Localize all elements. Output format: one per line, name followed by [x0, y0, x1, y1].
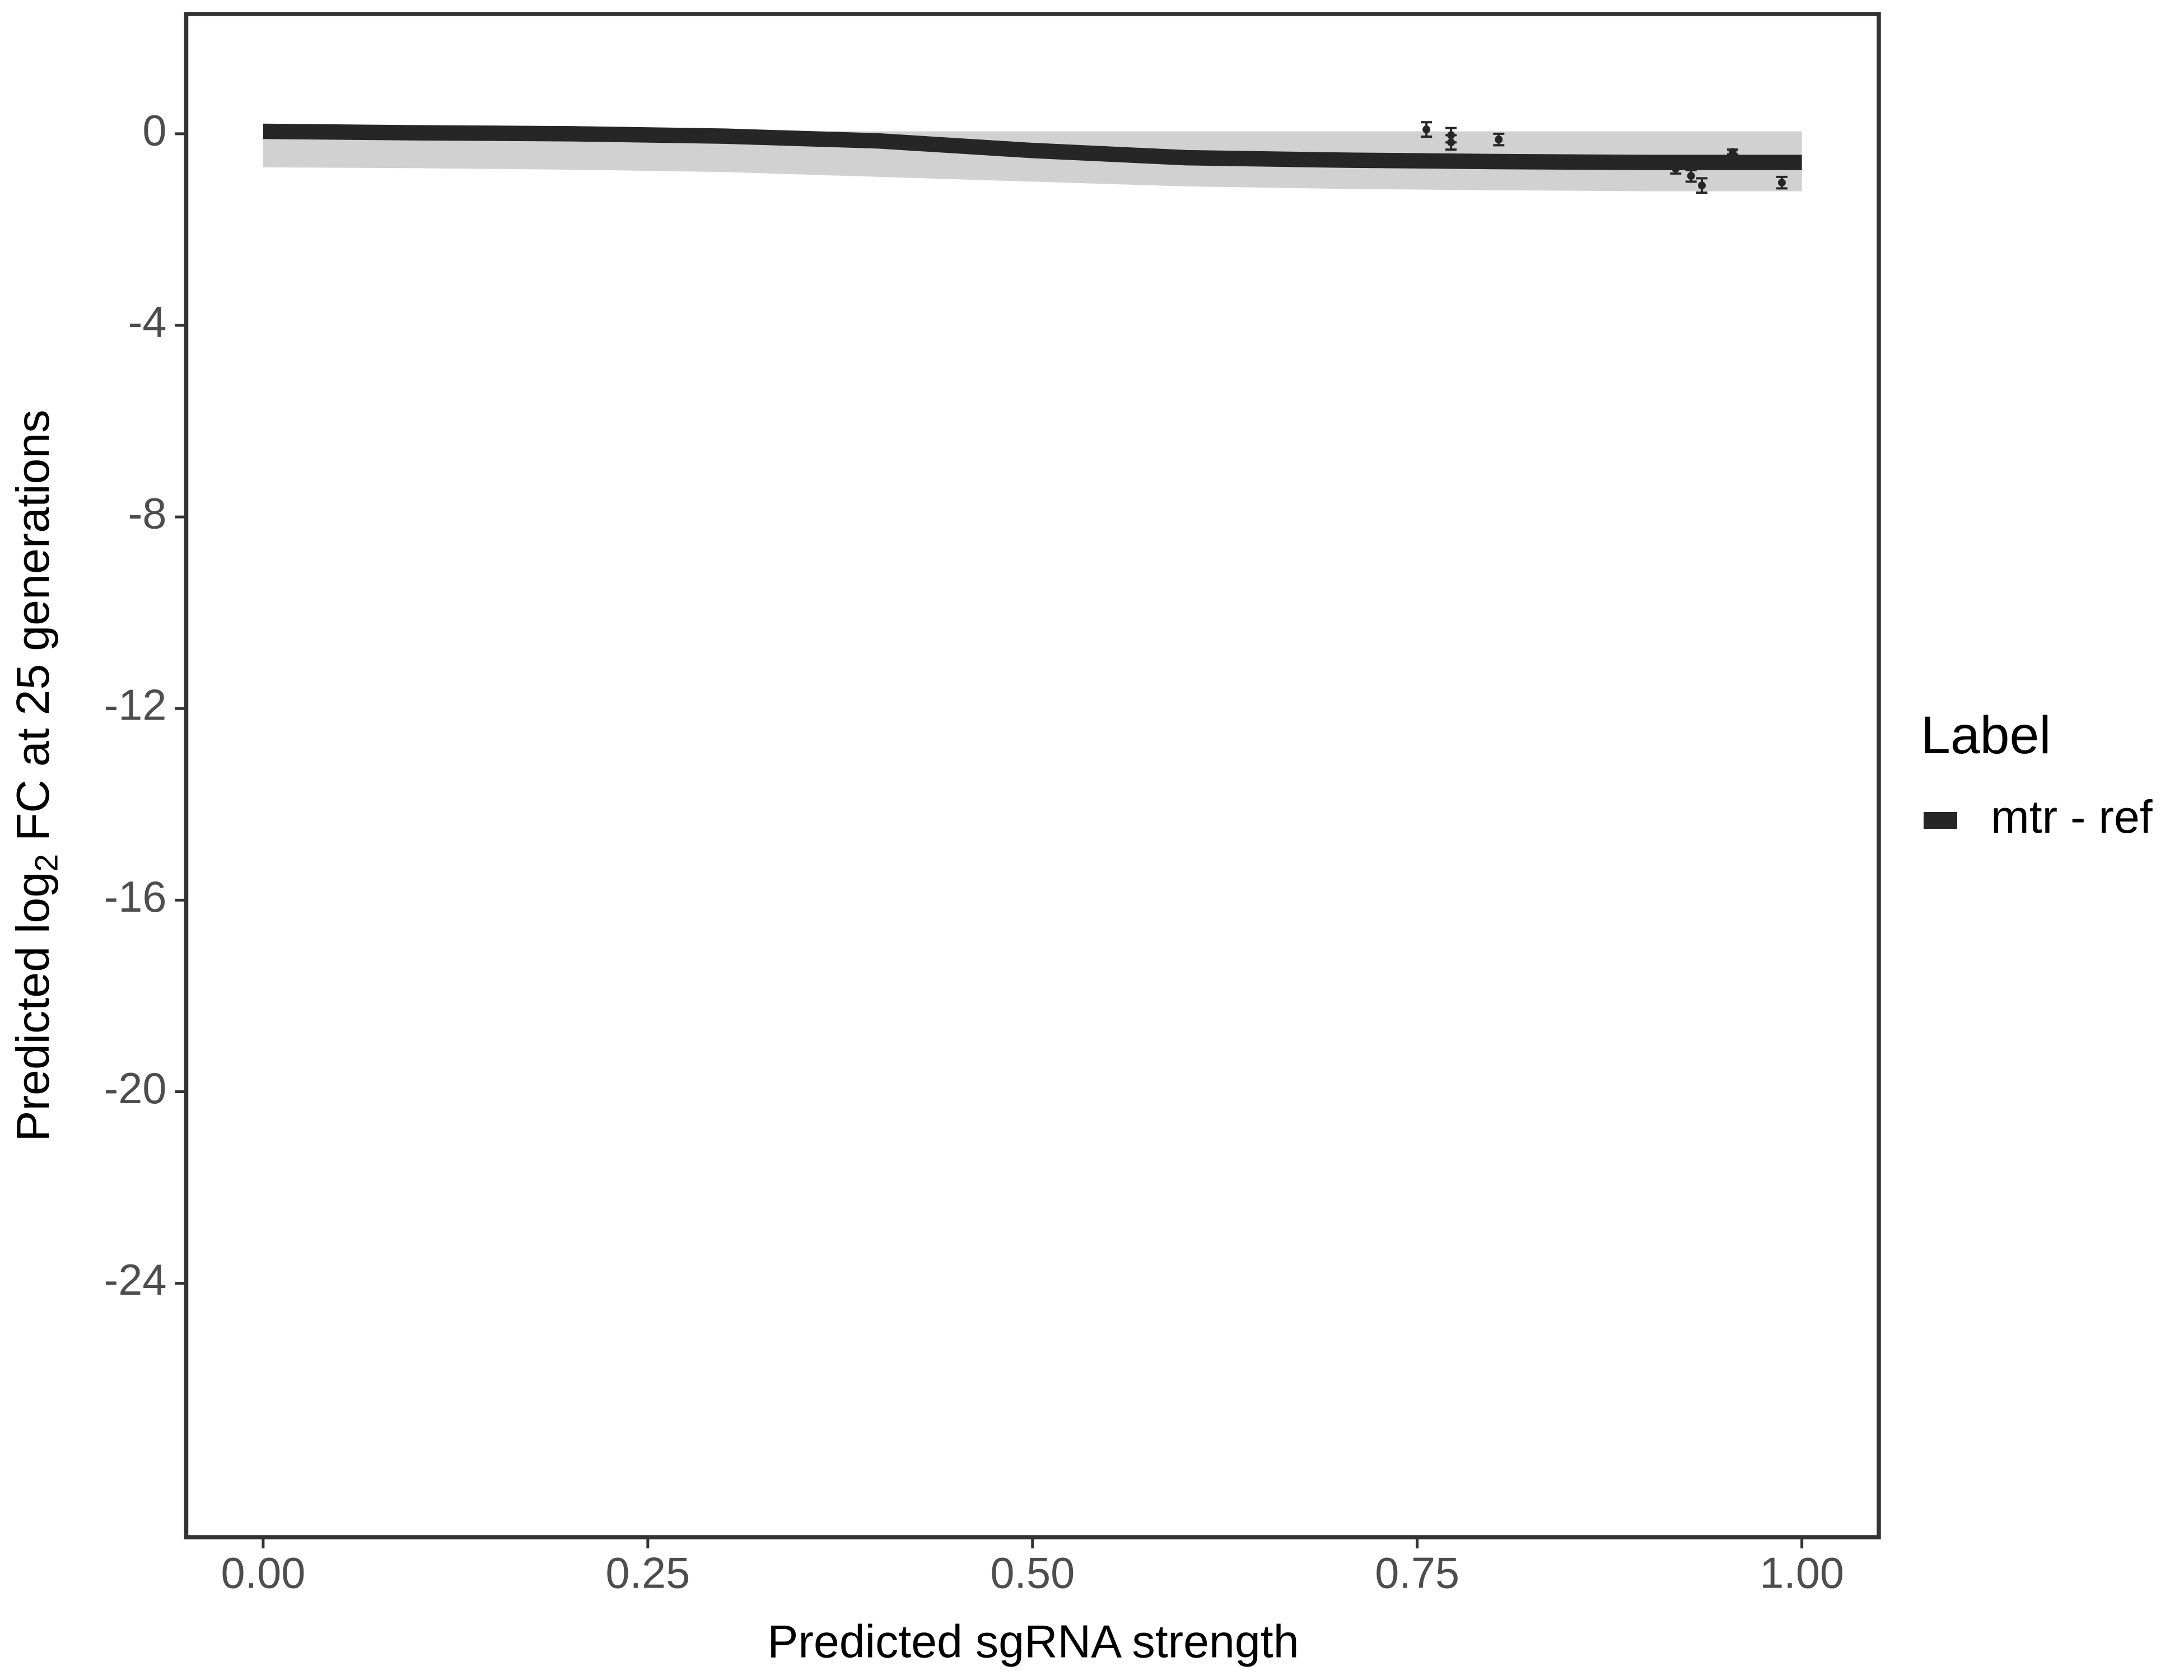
point — [1698, 181, 1706, 190]
x-tick-label: 0.00 — [221, 1549, 305, 1597]
x-tick-label: 0.50 — [990, 1549, 1075, 1597]
point — [1687, 172, 1695, 180]
point — [1422, 125, 1431, 134]
legend-swatch — [1924, 812, 1957, 829]
point — [1728, 148, 1737, 156]
x-tick-label: 1.00 — [1760, 1549, 1844, 1597]
point — [1672, 165, 1680, 173]
y-tick-label: -24 — [104, 1256, 166, 1304]
legend-title: Label — [1921, 706, 2051, 765]
y-tick-label: -8 — [128, 490, 167, 538]
confidence-ribbon — [263, 131, 1802, 192]
legend-label: mtr - ref — [1991, 791, 2153, 843]
point — [1495, 136, 1503, 144]
x-tick-label: 0.75 — [1375, 1549, 1459, 1597]
plot-frame — [184, 12, 1881, 1539]
y-tick-label: -16 — [104, 873, 166, 921]
point — [1777, 179, 1786, 187]
x-tick-label: 0.25 — [605, 1549, 690, 1597]
y-tick-label: -12 — [104, 682, 166, 730]
y-tick-label: -4 — [128, 298, 167, 346]
y-label-subscript: 2 — [29, 854, 65, 872]
line — [263, 123, 1802, 170]
y-axis-label: Predicted log2 FC at 25 generations — [7, 410, 65, 1142]
y-tick-label: -20 — [104, 1065, 166, 1113]
point — [1447, 138, 1455, 147]
y-label-suffix: FC at 25 generations — [7, 410, 59, 854]
x-axis-label: Predicted sgRNA strength — [767, 1616, 1299, 1667]
y-tick-label: 0 — [142, 106, 166, 155]
y-label-prefix: Predicted log — [7, 872, 59, 1142]
